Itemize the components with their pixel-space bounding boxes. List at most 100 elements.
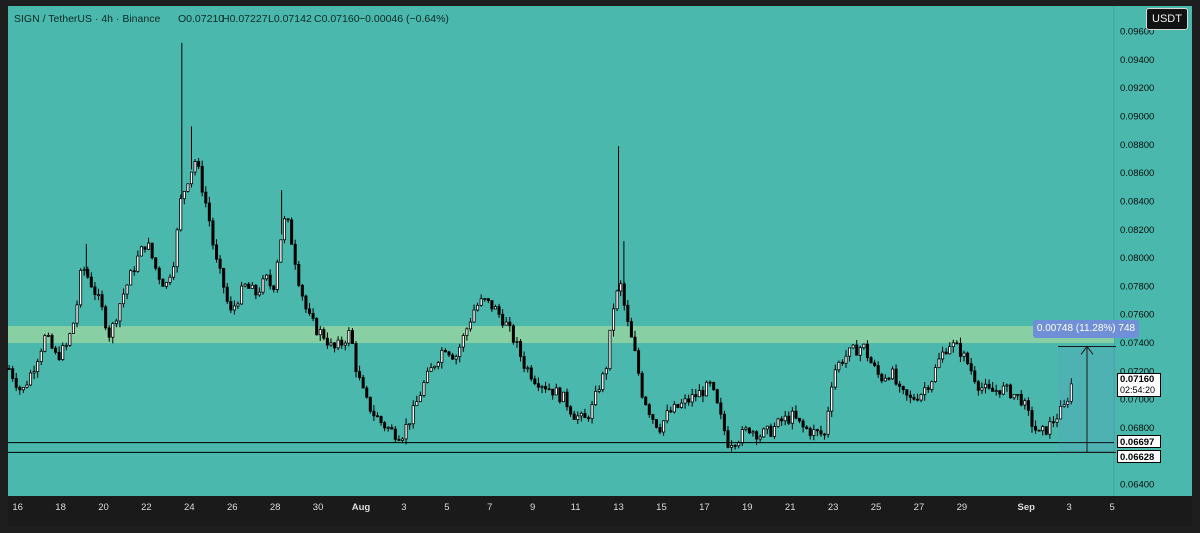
- candle-up: [36, 361, 40, 373]
- ohlc-open: O0.07210: [178, 13, 224, 25]
- candle-up: [619, 283, 623, 292]
- price-tick-label: 0.06800: [1120, 423, 1154, 434]
- candle-up: [454, 356, 458, 360]
- candle-up: [858, 347, 862, 356]
- candle-up: [612, 308, 616, 331]
- candle-up: [343, 342, 347, 346]
- candle-up: [32, 371, 36, 374]
- candle-down: [572, 413, 576, 420]
- candle-up: [690, 394, 694, 403]
- candle-up: [411, 405, 415, 425]
- candle-down: [54, 347, 58, 353]
- candle-down: [801, 420, 805, 428]
- candle-up: [504, 321, 508, 326]
- candle-up: [579, 412, 583, 417]
- candle-down: [533, 378, 537, 385]
- resistance-zone-layer: [8, 326, 1114, 344]
- candle-down: [998, 390, 1002, 395]
- candle-up: [139, 246, 143, 257]
- candle-up: [125, 284, 129, 295]
- candle-up: [1055, 418, 1059, 423]
- price-range-measure[interactable]: [1058, 345, 1116, 453]
- time-tick-label: 11: [571, 502, 581, 513]
- candle-down: [733, 445, 737, 447]
- candle-down: [157, 267, 161, 280]
- candle-down: [297, 264, 301, 286]
- time-axis[interactable]: [8, 496, 1192, 526]
- resistance-zone[interactable]: [8, 326, 1114, 344]
- candle-up: [515, 341, 519, 343]
- candle-up: [744, 427, 748, 430]
- candle-up: [833, 369, 837, 388]
- candle-down: [383, 422, 387, 429]
- time-tick-label: 20: [98, 502, 109, 513]
- candle-down: [840, 361, 844, 364]
- time-axis-ticks: 16 18 20 22 24 26 28 30 Aug 3 5 7 9 11 13 15 17 19 21 23 25 2…: [12, 502, 1114, 513]
- candle-up: [43, 335, 47, 352]
- symbol-title[interactable]: SIGN / TetherUS · 4h · Binance: [14, 13, 160, 25]
- candle-down: [805, 426, 809, 429]
- price-tick-label: 0.09600: [1120, 26, 1154, 37]
- candle-down: [211, 220, 215, 246]
- bar-countdown: 02:54:20: [1120, 385, 1156, 395]
- time-tick-label: 27: [914, 502, 925, 513]
- plot-background[interactable]: [8, 6, 1114, 496]
- candle-down: [361, 377, 365, 389]
- candle-down: [368, 396, 372, 412]
- time-tick-label: 5: [444, 502, 449, 513]
- candle-up: [257, 291, 261, 296]
- support-lines-layer: [8, 442, 1114, 453]
- candle-down: [794, 410, 798, 419]
- candle-down: [887, 377, 891, 380]
- candle-down: [325, 337, 329, 346]
- candle-down: [654, 419, 658, 428]
- candle-down: [912, 397, 916, 400]
- candle-up: [740, 429, 744, 444]
- time-tick-label: 7: [487, 502, 492, 513]
- candle-down: [397, 438, 401, 441]
- price-axis[interactable]: [1114, 6, 1192, 496]
- candle-up: [243, 283, 247, 287]
- price-tick-label: 0.08000: [1120, 253, 1154, 264]
- time-tick-label: 13: [613, 502, 624, 513]
- candle-down: [207, 202, 211, 222]
- time-tick-label: 16: [12, 502, 23, 513]
- candle-up: [476, 304, 480, 311]
- candle-up: [440, 349, 444, 363]
- candle-up: [265, 274, 269, 280]
- candle-up: [61, 345, 65, 360]
- candle-up: [111, 323, 115, 338]
- candle-up: [236, 303, 240, 307]
- time-tick-label: 24: [184, 502, 195, 513]
- candle-down: [976, 381, 980, 391]
- candle-down: [290, 219, 294, 245]
- candle-down: [57, 351, 61, 360]
- candle-up: [1041, 426, 1045, 432]
- currency-selector-button[interactable]: USDT: [1146, 8, 1188, 30]
- candle-down: [894, 368, 898, 385]
- candle-down: [107, 327, 111, 338]
- candle-down: [865, 343, 869, 359]
- candle-up: [608, 329, 612, 370]
- candle-up: [1016, 393, 1020, 396]
- candle-down: [916, 398, 920, 401]
- price-tick-label: 0.06400: [1120, 480, 1154, 491]
- time-tick-label: 15: [656, 502, 667, 513]
- candle-down: [447, 351, 451, 356]
- price-tick-label: 0.09400: [1120, 55, 1154, 66]
- candle-up: [25, 384, 29, 388]
- candle-down: [991, 387, 995, 392]
- time-tick-label: 26: [227, 502, 238, 513]
- ohlc-low: L0.07142: [268, 13, 312, 25]
- candle-down: [637, 350, 641, 374]
- time-tick-label: 30: [313, 502, 324, 513]
- candle-down: [333, 342, 337, 349]
- candle-up: [1012, 393, 1016, 399]
- price-tick-label: 0.07200: [1120, 366, 1154, 377]
- candle-up: [1066, 400, 1070, 405]
- time-tick-label: 5: [1109, 502, 1114, 513]
- candle-up: [951, 342, 955, 348]
- candle-down: [551, 388, 555, 396]
